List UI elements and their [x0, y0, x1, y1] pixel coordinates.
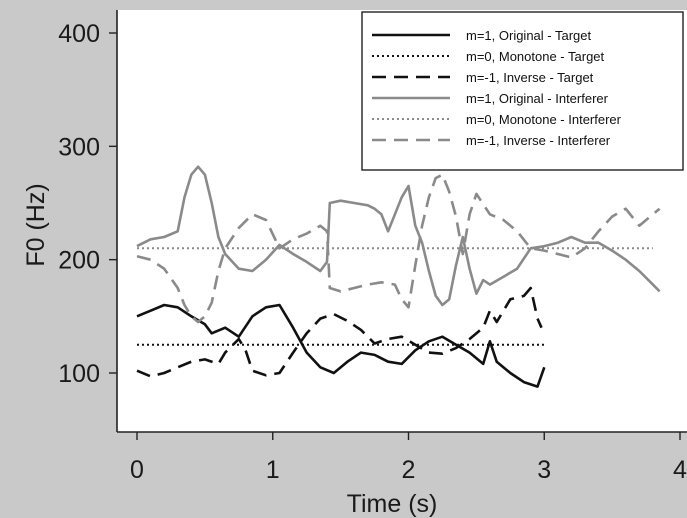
x-tick-label: 1: [266, 456, 280, 484]
y-tick-label: 300: [58, 133, 100, 161]
x-tick-label: 4: [673, 456, 687, 484]
legend-entry: m=-1, Inverse - Target: [466, 70, 594, 85]
y-axis-label: F0 (Hz): [22, 183, 50, 266]
x-tick-label: 0: [130, 456, 144, 484]
x-axis-label: Time (s): [347, 490, 438, 518]
x-tick-label: 2: [402, 456, 416, 484]
y-tick-label: 400: [58, 20, 100, 48]
legend: m=1, Original - Target m=0, Monotone - Ta…: [362, 12, 683, 170]
legend-entry: m=0, Monotone - Interferer: [466, 112, 622, 127]
legend-entry: m=-1, Inverse - Interferer: [466, 133, 611, 148]
x-tick-label: 3: [537, 456, 551, 484]
legend-entry: m=1, Original - Target: [466, 28, 592, 43]
y-tick-label: 200: [58, 247, 100, 275]
y-tick-label: 100: [58, 360, 100, 388]
legend-entry: m=0, Monotone - Target: [466, 49, 605, 64]
legend-entry: m=1, Original - Interferer: [466, 91, 609, 106]
